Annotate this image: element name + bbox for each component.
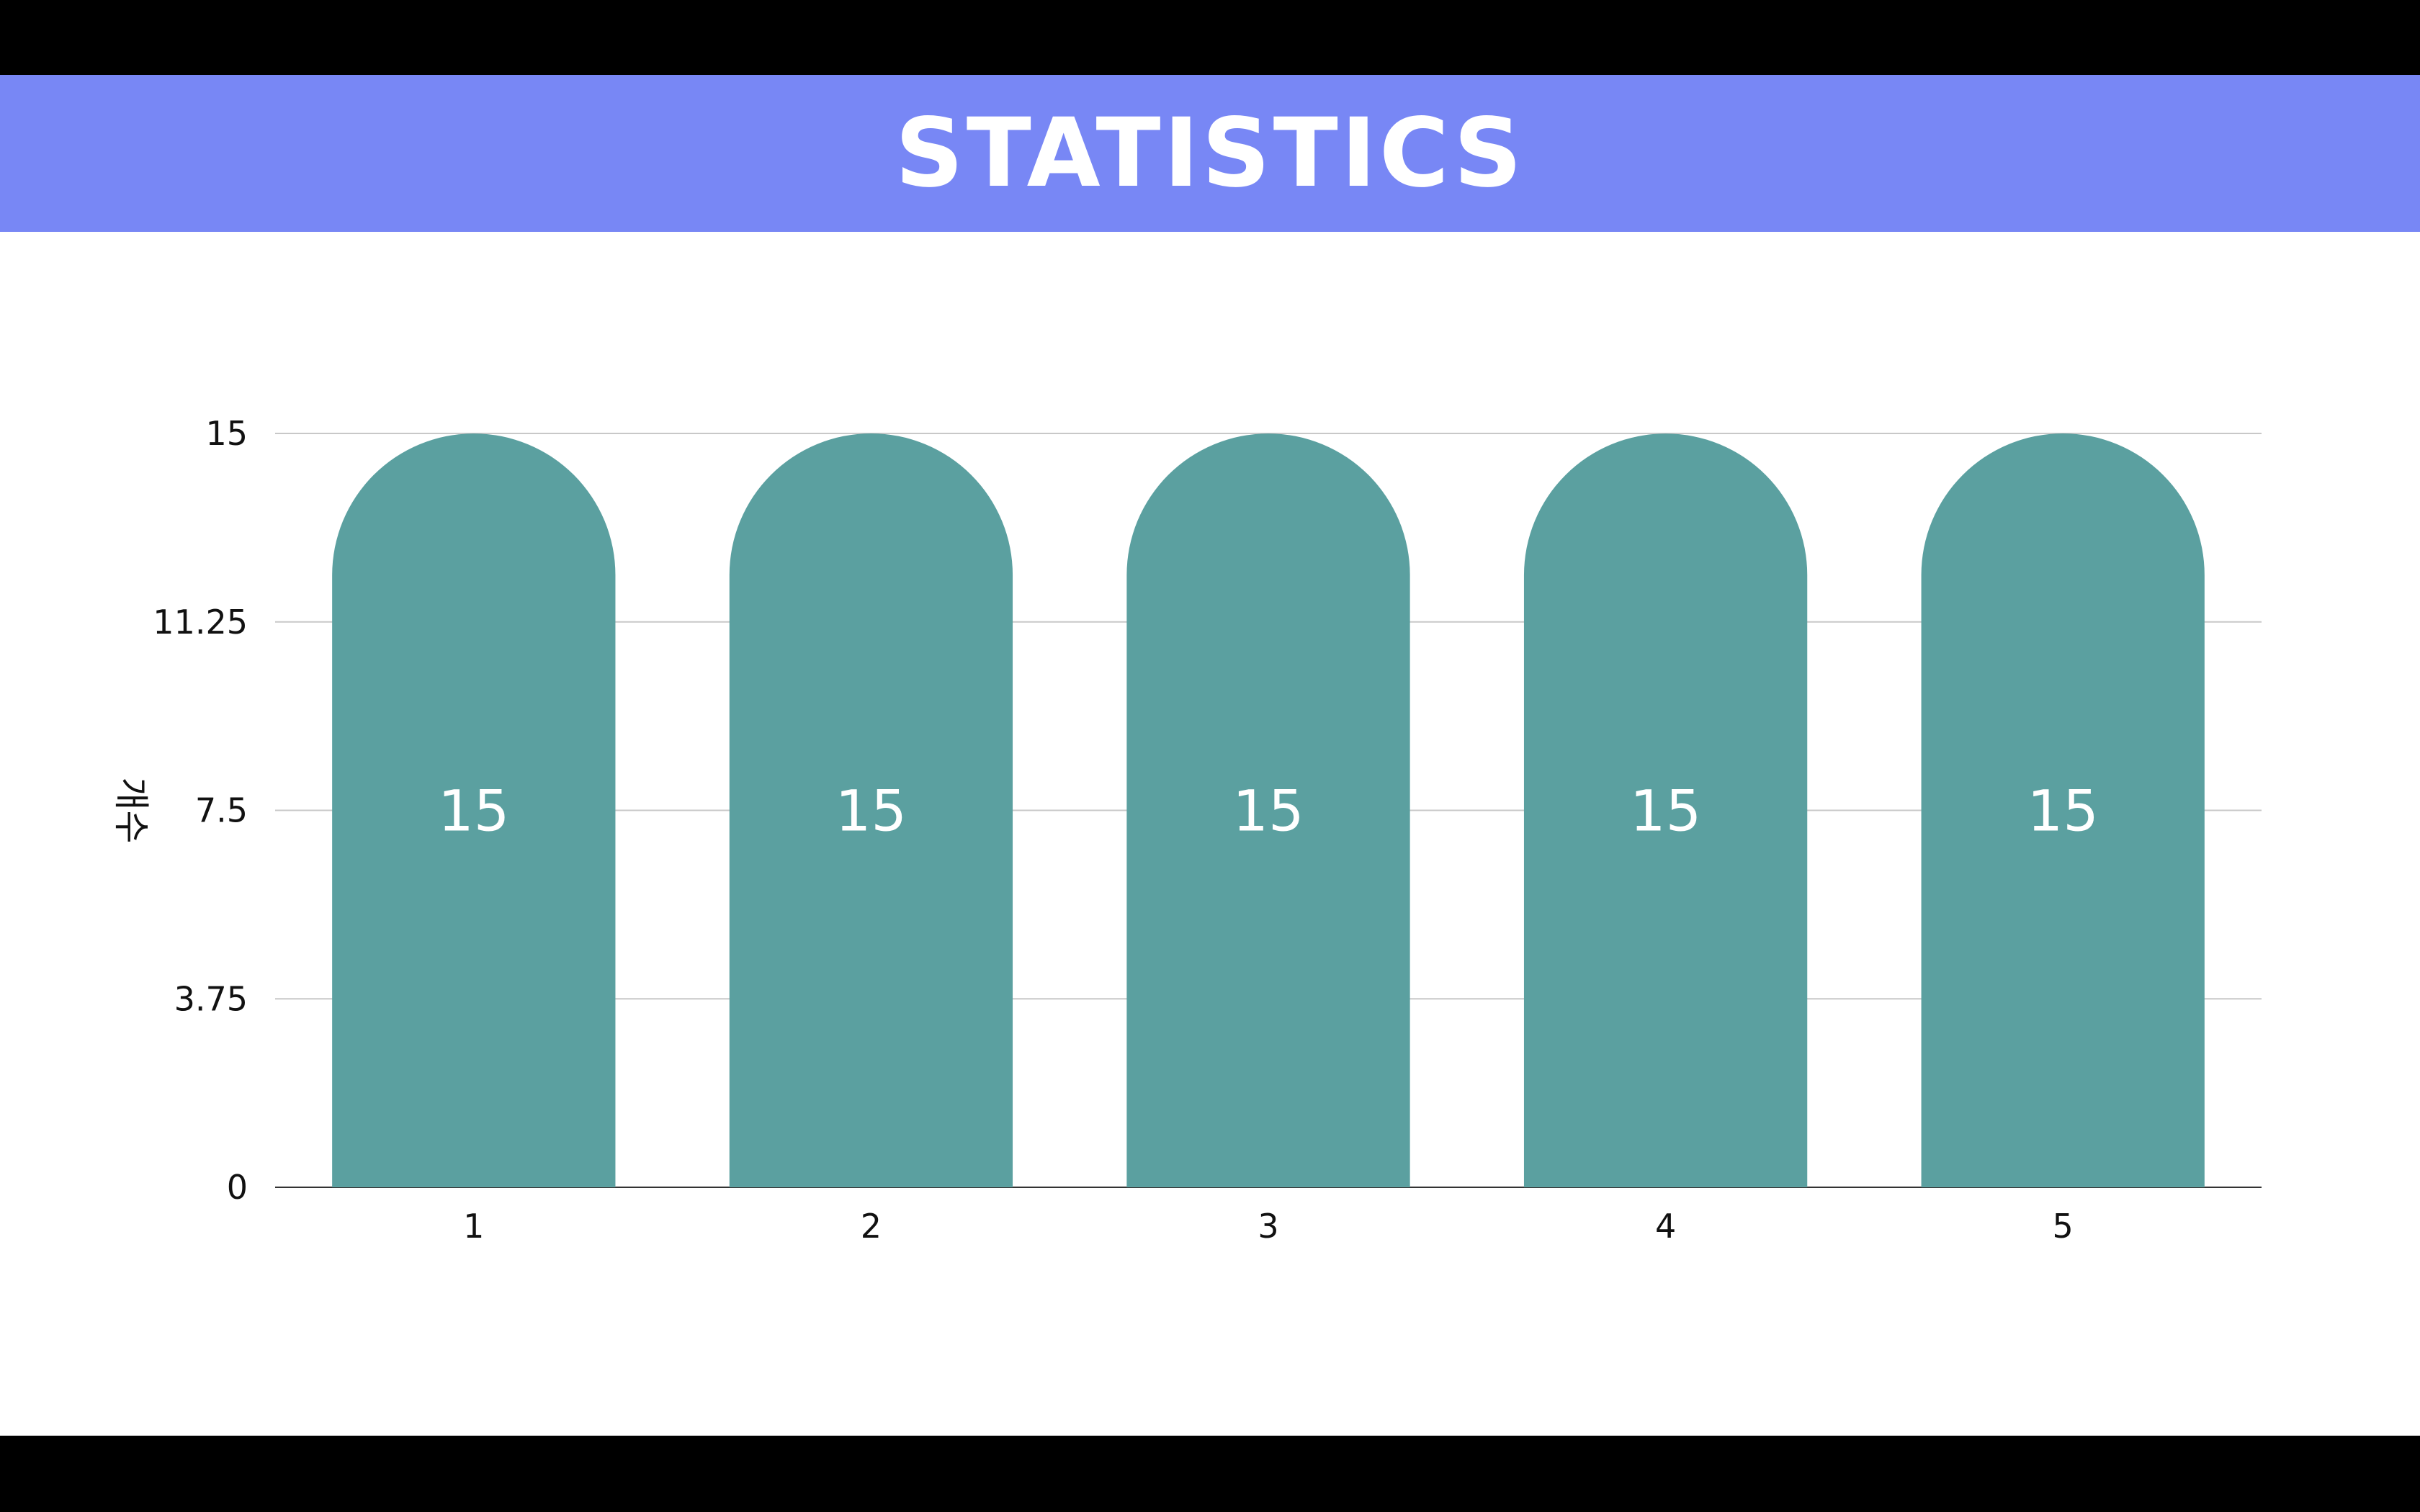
bar	[332, 433, 616, 1187]
y-tick-label: 0	[227, 1168, 248, 1207]
x-axis-ticks: 1 2 3 4 5	[463, 1207, 2074, 1246]
x-tick-label: 4	[1655, 1207, 1676, 1246]
y-tick-label: 15	[205, 414, 248, 453]
y-tick-label: 3.75	[174, 979, 248, 1018]
data-label: 15	[1232, 780, 1304, 845]
y-tick-label: 7.5	[195, 791, 248, 830]
x-tick-label: 5	[2053, 1207, 2074, 1246]
page-title: STATISTICS	[895, 98, 1525, 209]
bar	[1921, 433, 2205, 1187]
data-label: 15	[835, 780, 907, 845]
bar	[1523, 433, 1808, 1187]
x-tick-label: 2	[861, 1207, 882, 1246]
title-bar: STATISTICS	[0, 75, 2420, 232]
x-tick-label: 1	[463, 1207, 484, 1246]
data-label: 15	[2027, 780, 2099, 845]
data-label: 15	[1630, 780, 1701, 845]
data-labels: 15 15 15 15 15	[438, 780, 2099, 845]
data-label: 15	[438, 780, 509, 845]
bar	[729, 433, 1013, 1187]
y-axis-title: 개수	[110, 778, 152, 844]
slide: STATISTICS 15 15 15 15 15 0 3.75 7.5 11.25 15 1 2…	[0, 75, 2420, 1436]
bars	[332, 433, 2205, 1187]
bar	[1126, 433, 1410, 1187]
y-axis-ticks: 0 3.75 7.5 11.25 15	[153, 414, 248, 1207]
x-tick-label: 3	[1258, 1207, 1278, 1246]
bar-chart: 15 15 15 15 15 0 3.75 7.5 11.25 15 1 2 3 4 5 개수	[110, 414, 2262, 1246]
y-tick-label: 11.25	[153, 603, 248, 642]
